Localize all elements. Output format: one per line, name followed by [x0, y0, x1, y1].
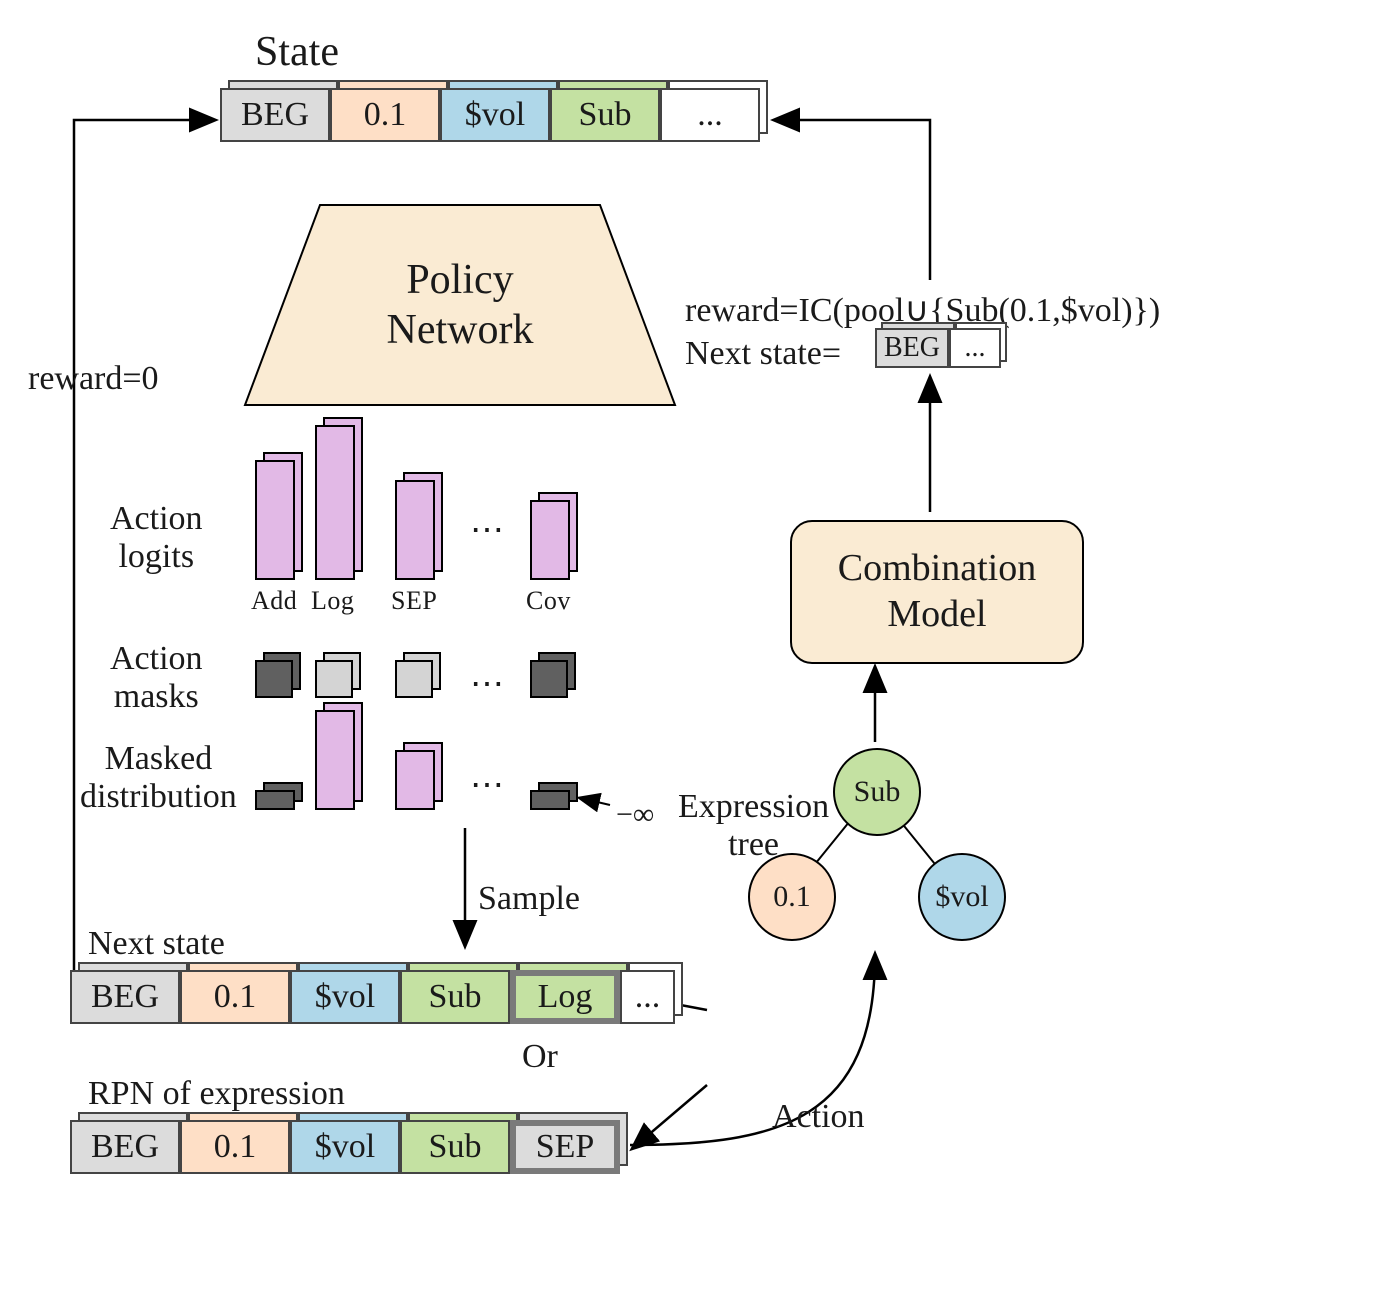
rpn-token-3: Sub: [400, 1120, 510, 1174]
logit-name-0: Add: [251, 586, 297, 616]
masked-dots: ⋯: [470, 765, 504, 805]
reward-zero-label: reward=0: [28, 360, 159, 398]
action-logits-dots: ⋯: [470, 510, 504, 550]
mask-2: [395, 660, 433, 698]
next_state-token-0: BEG: [70, 970, 180, 1024]
arrow-right-loop-to-state: [775, 120, 930, 280]
neg-inf-label: −∞: [616, 798, 654, 832]
or-label: Or: [522, 1038, 558, 1076]
state-token-1: 0.1: [330, 88, 440, 142]
next_state-token-3: Sub: [400, 970, 510, 1024]
expr-tree-label-0: Expression: [678, 788, 829, 826]
rpn-title: RPN of expression: [88, 1075, 345, 1113]
next_state-token-4: Log: [510, 970, 620, 1024]
logit-bar-4: [530, 500, 570, 580]
action-masks-label-0: Action: [110, 640, 203, 678]
arrow-action-tick-rpn: [633, 1085, 707, 1148]
state-token-3: Sub: [550, 88, 660, 142]
masked-dist-label-1: distribution: [80, 778, 237, 816]
expression-tree-label: Expressiontree: [678, 788, 829, 864]
tree-node-vol: $vol: [918, 853, 1006, 941]
masked-dist-label: Maskeddistribution: [80, 740, 237, 816]
state-token-0: BEG: [220, 88, 330, 142]
action-logits-label-0: Action: [110, 500, 203, 538]
diagram-stage: StateBEG0.1$volSub...PolicyNetworkAction…: [0, 0, 1392, 1308]
next_state-token-2: $vol: [290, 970, 400, 1024]
mask-1: [315, 660, 353, 698]
policy-network-label-1: Network: [387, 305, 534, 355]
logit-bar-2: [395, 480, 435, 580]
mask-0: [255, 660, 293, 698]
next-state-line: Next state=: [685, 335, 841, 373]
masked-bar-2: [395, 750, 435, 810]
action-label: Action: [772, 1098, 865, 1136]
rpn-token-4: SEP: [510, 1120, 620, 1174]
action-logits-label: Actionlogits: [110, 500, 203, 576]
action-logits-label-1: logits: [110, 538, 203, 576]
policy-network-label-0: Policy: [387, 255, 534, 305]
masked-bar-1: [315, 710, 355, 810]
state-token-2: $vol: [440, 88, 550, 142]
mini-token-0: BEG: [875, 328, 949, 368]
mask-dots: ⋯: [470, 664, 504, 704]
policy-network-box: PolicyNetwork: [245, 205, 675, 405]
next_state-token-5: ...: [620, 970, 675, 1024]
state-token-4: ...: [660, 88, 760, 142]
mini-token-1: ...: [949, 328, 1001, 368]
tree-node-c01: 0.1: [748, 853, 836, 941]
state-title: State: [255, 28, 339, 76]
tree-node-sub: Sub: [833, 748, 921, 836]
combo-label-0: Combination: [838, 546, 1036, 592]
rpn-token-1: 0.1: [180, 1120, 290, 1174]
action-masks-label-1: masks: [110, 678, 203, 716]
masked-dist-label-0: Masked: [80, 740, 237, 778]
next-state-title: Next state: [88, 925, 225, 963]
rpn-token-2: $vol: [290, 1120, 400, 1174]
logit-name-4: Cov: [526, 586, 571, 616]
next_state-token-1: 0.1: [180, 970, 290, 1024]
rpn-token-0: BEG: [70, 1120, 180, 1174]
masked-bar-0: [255, 790, 295, 810]
sample-label: Sample: [478, 880, 580, 918]
combination-model-box: CombinationModel: [790, 520, 1084, 664]
mask-4: [530, 660, 568, 698]
logit-bar-1: [315, 425, 355, 580]
action-masks-label: Actionmasks: [110, 640, 203, 716]
logit-name-1: Log: [311, 586, 354, 616]
combo-label-1: Model: [838, 592, 1036, 638]
logit-bar-0: [255, 460, 295, 580]
logit-name-2: SEP: [391, 586, 437, 616]
masked-bar-4: [530, 790, 570, 810]
